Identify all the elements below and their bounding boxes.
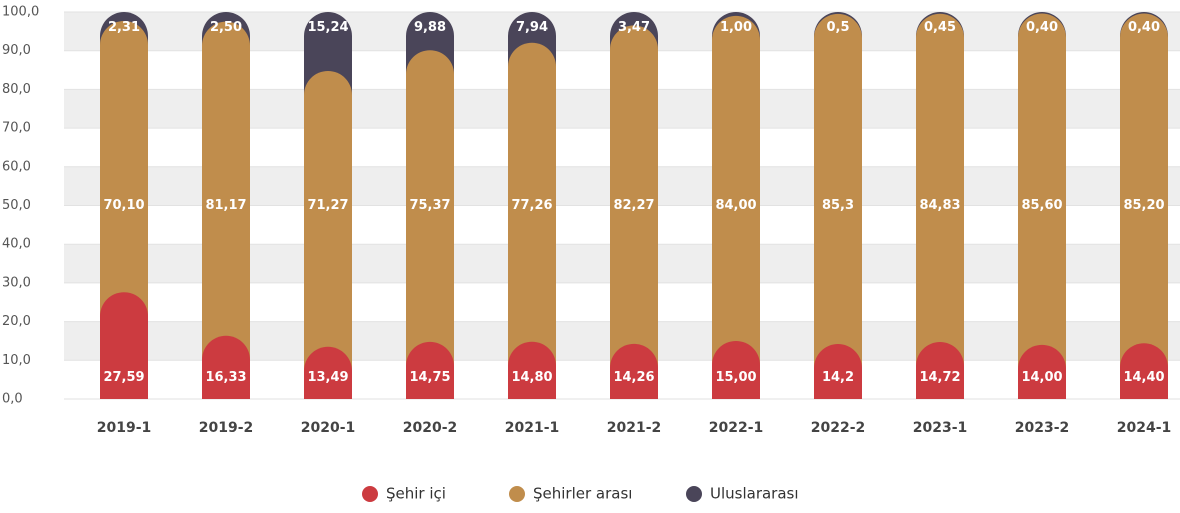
value-label: 85,20 [1123, 198, 1164, 213]
x-tick-label: 2022-1 [709, 420, 764, 436]
value-label: 27,59 [103, 370, 144, 385]
value-label: 14,2 [822, 370, 854, 385]
value-label: 14,72 [919, 370, 960, 385]
legend-swatch [686, 486, 702, 502]
value-label: 84,00 [715, 198, 756, 213]
bar-segment [508, 42, 556, 400]
bar-segment [712, 340, 760, 399]
value-label: 0,40 [1026, 20, 1058, 35]
y-tick-label: 70,0 [2, 121, 31, 136]
value-label: 85,60 [1021, 198, 1062, 213]
value-label: 2,31 [108, 20, 140, 35]
legend-label: Şehir içi [386, 485, 446, 503]
bar-segment [406, 341, 454, 399]
bar-segment [406, 50, 454, 400]
bar-segment [304, 70, 352, 400]
value-label: 71,27 [307, 198, 348, 213]
value-label: 14,40 [1123, 370, 1164, 385]
value-label: 1,00 [720, 20, 752, 35]
value-label: 0,45 [924, 20, 956, 35]
y-tick-label: 40,0 [2, 237, 31, 252]
bar-segment [1120, 343, 1168, 399]
y-tick-label: 10,0 [2, 353, 31, 368]
value-label: 14,80 [511, 370, 552, 385]
bar-segment [712, 15, 760, 400]
bar-segment [916, 342, 964, 399]
value-label: 0,5 [826, 20, 849, 35]
bar-segment [610, 343, 658, 399]
bar-segment [916, 13, 964, 399]
x-tick-label: 2020-1 [301, 420, 356, 436]
x-tick-label: 2021-1 [505, 420, 560, 436]
value-label: 15,00 [715, 370, 756, 385]
value-label: 14,00 [1021, 370, 1062, 385]
x-tick-label: 2020-2 [403, 420, 458, 436]
value-label: 85,3 [822, 198, 854, 213]
bar-segment [304, 346, 352, 399]
y-tick-label: 100,0 [2, 5, 39, 20]
value-label: 77,26 [511, 198, 552, 213]
bar-segment [202, 335, 250, 399]
y-tick-label: 20,0 [2, 314, 31, 329]
value-label: 82,27 [613, 198, 654, 213]
value-label: 0,40 [1128, 20, 1160, 35]
value-label: 70,10 [103, 198, 144, 213]
bar-segment [814, 344, 862, 399]
value-label: 81,17 [205, 198, 246, 213]
x-tick-label: 2019-1 [97, 420, 152, 436]
bar-segment [100, 292, 148, 399]
value-label: 75,37 [409, 198, 450, 213]
value-label: 7,94 [516, 20, 548, 35]
x-tick-label: 2022-2 [811, 420, 866, 436]
value-label: 14,26 [613, 370, 654, 385]
x-tick-label: 2023-1 [913, 420, 968, 436]
value-label: 84,83 [919, 198, 960, 213]
legend-swatch [509, 486, 525, 502]
x-tick-label: 2021-2 [607, 420, 662, 436]
y-tick-label: 80,0 [2, 82, 31, 97]
x-tick-label: 2023-2 [1015, 420, 1070, 436]
value-label: 14,75 [409, 370, 450, 385]
value-label: 9,88 [414, 20, 446, 35]
y-tick-label: 50,0 [2, 198, 31, 213]
y-tick-label: 90,0 [2, 43, 31, 58]
bar-segment [1120, 13, 1168, 399]
legend-label: Şehirler arası [533, 485, 632, 503]
value-label: 13,49 [307, 370, 348, 385]
bar-segment [1018, 344, 1066, 399]
bar-segment [202, 21, 250, 400]
bar-segment [610, 25, 658, 400]
value-label: 15,24 [307, 20, 348, 35]
bar-segment [508, 341, 556, 399]
y-tick-label: 30,0 [2, 275, 31, 290]
y-tick-label: 0,0 [2, 392, 23, 407]
legend-label: Uluslararası [710, 485, 799, 503]
y-tick-label: 60,0 [2, 159, 31, 174]
x-tick-label: 2019-2 [199, 420, 254, 436]
x-tick-label: 2024-1 [1117, 420, 1172, 436]
value-label: 3,47 [618, 20, 650, 35]
legend-swatch [362, 486, 378, 502]
bar-segment [814, 13, 862, 400]
value-label: 16,33 [205, 370, 246, 385]
bar-segment [1018, 13, 1066, 399]
value-label: 2,50 [210, 20, 242, 35]
